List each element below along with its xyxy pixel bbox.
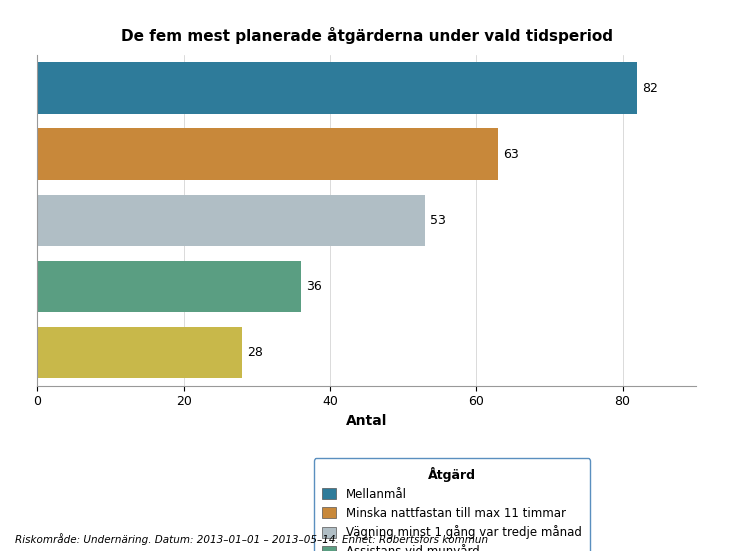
Text: Riskområde: Undernäring. Datum: 2013–01–01 – 2013–05–14. Enhet: Robertsfors komm: Riskområde: Undernäring. Datum: 2013–01–…: [15, 533, 488, 545]
Title: De fem mest planerade åtgärderna under vald tidsperiod: De fem mest planerade åtgärderna under v…: [120, 27, 613, 44]
Bar: [37, 327, 242, 379]
X-axis label: Antal: Antal: [346, 414, 387, 428]
Text: 53: 53: [430, 214, 446, 227]
Text: 63: 63: [503, 148, 519, 161]
Text: 28: 28: [248, 346, 263, 359]
Bar: [37, 261, 301, 312]
Bar: [37, 62, 637, 114]
Bar: [37, 195, 425, 246]
Text: 36: 36: [306, 280, 322, 293]
Text: 82: 82: [643, 82, 658, 95]
Bar: [37, 128, 498, 180]
Legend: Mellanmål, Minska nattfastan till max 11 timmar, Vägning minst 1 gång var tredje: Mellanmål, Minska nattfastan till max 11…: [314, 458, 590, 551]
